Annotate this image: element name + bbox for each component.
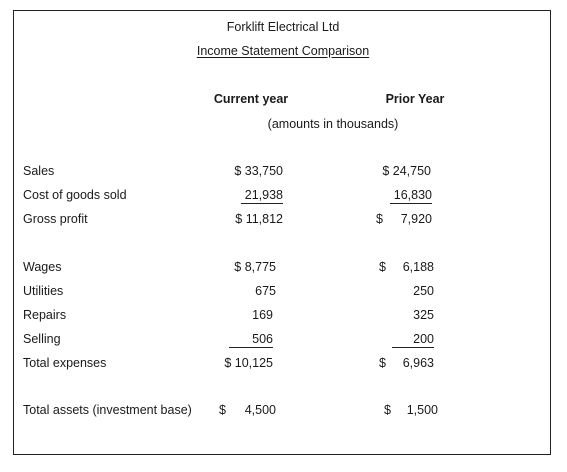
value-current-repairs: 169 bbox=[252, 308, 273, 322]
value-prior-cogs: 16,830 bbox=[390, 188, 432, 204]
row-label-selling: Selling bbox=[23, 332, 61, 346]
column-header-current: Current year bbox=[213, 92, 289, 106]
value-current-selling-text: 506 bbox=[229, 332, 273, 348]
row-label-sales: Sales bbox=[23, 164, 55, 178]
value-prior-cogs-text: 16,830 bbox=[390, 188, 432, 204]
row-label-wages: Wages bbox=[23, 260, 62, 274]
row-label-cogs: Cost of goods sold bbox=[23, 188, 127, 202]
row-label-gross-profit: Gross profit bbox=[23, 212, 88, 226]
value-current-assets: 4,500 bbox=[244, 403, 276, 417]
value-current-gross-profit: $ 11,812 bbox=[235, 212, 283, 226]
row-label-repairs: Repairs bbox=[23, 308, 67, 322]
value-current-assets-symbol: $ bbox=[219, 403, 226, 417]
value-prior-total-expenses-symbol: $ bbox=[379, 356, 386, 370]
value-prior-selling-text: 200 bbox=[392, 332, 434, 348]
value-current-cogs-text: 21,938 bbox=[241, 188, 283, 204]
value-prior-wages: 6,188 bbox=[402, 260, 434, 274]
value-prior-assets-symbol: $ bbox=[384, 403, 391, 417]
value-prior-utilities: 250 bbox=[413, 284, 434, 298]
value-current-utilities: 675 bbox=[255, 284, 276, 298]
value-current-cogs: 21,938 bbox=[241, 188, 283, 204]
value-prior-assets: 1,500 bbox=[406, 403, 438, 417]
value-prior-gross-profit: 7,920 bbox=[400, 212, 432, 226]
value-prior-gross-symbol: $ bbox=[376, 212, 383, 226]
row-label-total-assets: Total assets (investment base) bbox=[23, 403, 192, 417]
value-prior-wages-symbol: $ bbox=[379, 260, 386, 274]
value-current-selling: 506 bbox=[229, 332, 273, 348]
value-current-total-expenses: $ 10,125 bbox=[224, 356, 273, 370]
value-prior-repairs: 325 bbox=[413, 308, 434, 322]
value-current-wages: $ 8,775 bbox=[234, 260, 276, 274]
units-note: (amounts in thousands) bbox=[267, 117, 399, 131]
statement-title: Income Statement Comparison bbox=[196, 44, 370, 58]
value-prior-sales: $ 24,750 bbox=[382, 164, 431, 178]
value-prior-selling: 200 bbox=[392, 332, 434, 348]
row-label-total-expenses: Total expenses bbox=[23, 356, 107, 370]
company-name: Forklift Electrical Ltd bbox=[226, 20, 340, 34]
row-label-utilities: Utilities bbox=[23, 284, 64, 298]
statement-frame bbox=[13, 10, 551, 455]
value-prior-total-expenses: 6,963 bbox=[402, 356, 434, 370]
column-header-prior: Prior Year bbox=[385, 92, 445, 106]
value-current-sales: $ 33,750 bbox=[234, 164, 283, 178]
